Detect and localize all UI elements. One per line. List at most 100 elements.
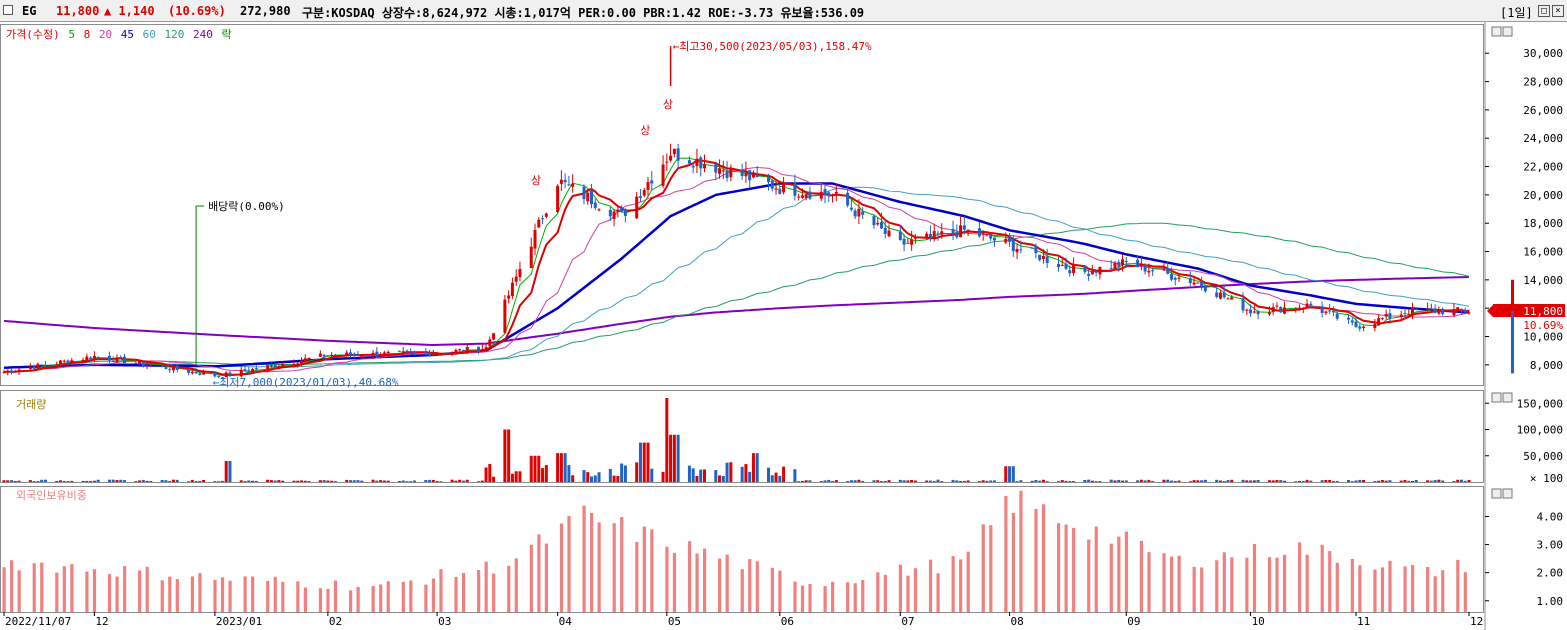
- x-axis-label: 11: [1357, 615, 1370, 628]
- candle-body: [699, 157, 703, 169]
- candle-body: [1200, 281, 1204, 287]
- candle-body: [827, 192, 831, 197]
- candle-body: [898, 231, 902, 240]
- foreign-bar: [55, 572, 59, 612]
- candle-body: [846, 192, 850, 206]
- foreign-bar: [92, 569, 97, 612]
- foreign-bar: [959, 559, 963, 612]
- volume-bar: [168, 481, 172, 482]
- volume-bar: [123, 480, 127, 482]
- volume-bar: [1249, 480, 1253, 482]
- candle-body: [461, 349, 465, 352]
- candle-body: [1437, 310, 1441, 314]
- volume-bar: [1019, 480, 1023, 482]
- candle-body: [1388, 313, 1392, 319]
- volume-bar: [296, 480, 300, 482]
- maximize-icon[interactable]: □: [1538, 5, 1550, 17]
- foreign-bar: [10, 560, 14, 612]
- foreign-bar: [1215, 560, 1219, 612]
- candle-body: [66, 360, 70, 364]
- volume-bar: [1038, 480, 1042, 482]
- volume-bar: [638, 442, 642, 482]
- candle-body: [1188, 278, 1192, 284]
- volume-bar: [661, 471, 665, 482]
- volume-bar: [220, 480, 224, 482]
- candle-body: [1271, 306, 1275, 312]
- foreign-bar: [1305, 554, 1309, 612]
- candle-body: [405, 350, 409, 352]
- candle-body: [808, 191, 812, 199]
- candle-body: [401, 351, 405, 353]
- volume-bar: [28, 480, 32, 482]
- foreign-bar: [642, 526, 646, 612]
- volume-bar: [782, 466, 786, 482]
- volume-bar: [461, 480, 465, 482]
- volume-bar: [1045, 481, 1049, 482]
- candle-body: [149, 365, 153, 367]
- volume-bar: [989, 480, 993, 482]
- foreign-bar: [492, 573, 496, 612]
- candle-body: [348, 352, 352, 355]
- candle-body: [650, 180, 654, 184]
- candle-body: [1222, 292, 1226, 298]
- candle-body: [1068, 270, 1072, 274]
- volume-bar: [17, 480, 21, 482]
- volume-bar: [1301, 480, 1305, 482]
- dividend-label: 배당락(0.00%): [208, 200, 285, 213]
- volume-bar: [959, 480, 963, 482]
- volume-bar: [533, 455, 537, 482]
- foreign-bar: [544, 543, 549, 612]
- close-icon[interactable]: ×: [1552, 5, 1564, 17]
- volume-panel-label: 거래량: [16, 398, 47, 411]
- volume-bar: [32, 481, 36, 482]
- volume-bar: [883, 481, 887, 482]
- foreign-bar: [1298, 542, 1302, 612]
- foreign-bar: [1441, 570, 1445, 612]
- select-checkbox[interactable]: [3, 5, 13, 15]
- foreign-bar: [1222, 552, 1226, 612]
- volume-bar: [544, 465, 548, 482]
- volume-bar: [853, 480, 857, 482]
- candle-body: [435, 353, 439, 355]
- foreign-bar: [1109, 543, 1113, 612]
- foreign-bar: [793, 581, 797, 612]
- volume-bar: [1294, 481, 1298, 482]
- candle-body: [224, 372, 228, 378]
- volume-bar: [454, 480, 458, 482]
- foreign-bar: [876, 572, 880, 612]
- candle-body: [638, 196, 642, 199]
- volume-bar: [635, 462, 639, 482]
- candle-body: [465, 346, 469, 353]
- volume-axis-label: 150,000: [1517, 397, 1563, 410]
- volume-bar: [1267, 480, 1271, 482]
- volume-bar: [92, 480, 96, 482]
- foreign-bar: [439, 569, 443, 612]
- volume-bar: [66, 481, 70, 482]
- candle-body: [220, 377, 224, 379]
- volume-bar: [1358, 479, 1362, 482]
- ma5-line: [3, 157, 1470, 377]
- candle-body: [217, 375, 221, 377]
- volume-bar: [43, 479, 47, 482]
- candle-body: [966, 229, 970, 232]
- candlesticks: [2, 143, 1471, 379]
- volume-bar: [397, 481, 401, 482]
- candle-body: [642, 189, 646, 196]
- period-selector[interactable]: [1일]: [1500, 6, 1533, 20]
- price-axis-tick-label: 28,000: [1523, 76, 1563, 89]
- volume-bar: [514, 471, 518, 482]
- foreign-bar: [348, 590, 353, 612]
- volume-bar: [778, 475, 782, 482]
- candle-body: [503, 299, 507, 333]
- candle-body: [992, 237, 996, 241]
- candle-body: [1328, 310, 1332, 312]
- foreign-bar: [213, 579, 217, 612]
- foreign-bar: [597, 522, 601, 612]
- foreign-bar: [687, 541, 692, 612]
- foreign-bar: [251, 576, 255, 612]
- volume-bar: [1196, 480, 1200, 482]
- volume-bar: [1064, 480, 1068, 482]
- foreign-bar: [620, 517, 624, 612]
- candle-body: [559, 179, 563, 184]
- foreign-bar: [702, 548, 707, 612]
